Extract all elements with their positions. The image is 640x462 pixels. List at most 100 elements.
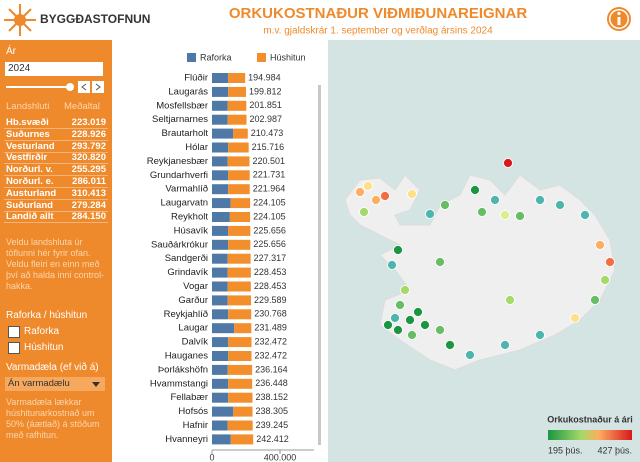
legend-min: 195 þús.: [548, 445, 583, 455]
bar-segment: [228, 351, 252, 361]
checkbox[interactable]: [8, 326, 20, 338]
bar-segment: [212, 73, 229, 83]
location-dot[interactable]: [387, 260, 397, 270]
location-dot[interactable]: [590, 295, 600, 305]
location-dot[interactable]: [505, 295, 515, 305]
location-dot[interactable]: [555, 200, 565, 210]
location-dot[interactable]: [600, 275, 610, 285]
location-dot[interactable]: [405, 315, 415, 325]
region: Suðurland: [6, 199, 53, 211]
location-dot[interactable]: [359, 207, 369, 217]
location-dot[interactable]: [490, 195, 500, 205]
location-dot[interactable]: [535, 195, 545, 205]
location-dot[interactable]: [363, 181, 373, 191]
bar-segment: [212, 337, 229, 348]
total-label: 210.473: [251, 128, 284, 138]
heatpump-dropdown[interactable]: Án varmadælu: [5, 377, 105, 391]
bar-segment: [212, 267, 228, 278]
table-row[interactable]: Vestfirðir 320.820: [4, 152, 108, 165]
checkbox[interactable]: [8, 342, 20, 354]
average: 310.413: [71, 187, 106, 199]
location-dot[interactable]: [390, 313, 400, 323]
total-label: 224.105: [253, 197, 286, 207]
scrollbar[interactable]: [318, 85, 321, 445]
region: Hb.svæði: [6, 117, 49, 128]
location-dot[interactable]: [570, 313, 580, 323]
average: 320.820: [71, 152, 106, 164]
category-label: Varmahlíð: [165, 184, 208, 195]
legend-max: 427 þús.: [597, 445, 632, 455]
bar-segment: [212, 198, 231, 209]
location-dot[interactable]: [420, 320, 430, 330]
bar-segment: [212, 351, 229, 361]
bar-segment: [234, 323, 252, 334]
location-dot[interactable]: [393, 325, 403, 335]
location-dot[interactable]: [440, 200, 450, 210]
location-dot[interactable]: [407, 330, 417, 340]
location-dot[interactable]: [393, 245, 403, 255]
location-dot[interactable]: [605, 257, 615, 267]
bar-segment: [228, 170, 250, 181]
table-row[interactable]: Landið allt 284.150: [4, 211, 108, 224]
category-label: Hofsós: [178, 406, 208, 417]
total-label: 225.656: [253, 239, 286, 249]
location-dot[interactable]: [470, 185, 480, 195]
location-dot[interactable]: [595, 240, 605, 250]
table-row[interactable]: Hb.svæði 223.019: [4, 117, 108, 129]
location-dot[interactable]: [435, 325, 445, 335]
year-slider[interactable]: [0, 80, 112, 94]
average: 286.011: [72, 176, 106, 187]
bar-segment: [228, 309, 252, 320]
average: 293.792: [71, 140, 106, 152]
location-dot[interactable]: [535, 330, 545, 340]
bar-segment: [228, 184, 250, 195]
table-row[interactable]: Norðurl. v. 255.295: [4, 164, 108, 177]
info-button[interactable]: [607, 7, 631, 31]
bar-segment: [228, 378, 253, 389]
table-row[interactable]: Suðurland 279.284: [4, 200, 108, 212]
bar-segment: [227, 281, 251, 292]
location-dot[interactable]: [371, 195, 381, 205]
location-dot[interactable]: [383, 320, 393, 330]
bar-segment: [228, 225, 251, 236]
total-label: 199.812: [249, 86, 282, 96]
category-label: Grindavík: [167, 267, 208, 278]
table-row[interactable]: Austurland 310.413: [4, 188, 108, 200]
table-row[interactable]: Norðurl. e. 286.011: [4, 176, 108, 188]
location-dot[interactable]: [435, 257, 445, 267]
bar-segment: [212, 114, 228, 125]
heatpump-label: Varmadæla (ef við á): [6, 362, 99, 373]
legend-title: Orkukostnaður á ári: [547, 414, 633, 424]
bar-segment: [230, 198, 251, 209]
location-dot[interactable]: [503, 158, 513, 168]
location-dot[interactable]: [477, 207, 487, 217]
location-dot[interactable]: [445, 340, 455, 350]
location-dot[interactable]: [425, 209, 435, 219]
location-dot[interactable]: [500, 210, 510, 220]
category-label: Fellabær: [171, 392, 209, 403]
category-label: Laugarvatn: [160, 198, 208, 209]
location-dot[interactable]: [395, 300, 405, 310]
total-label: 227.317: [254, 253, 287, 263]
category-label: Reykholt: [171, 212, 208, 223]
year-input[interactable]: 2024: [5, 62, 103, 76]
legend-swatch: [187, 53, 196, 62]
location-dot[interactable]: [413, 307, 423, 317]
bar-segment: [228, 337, 252, 348]
location-dot[interactable]: [465, 350, 475, 360]
location-dot[interactable]: [500, 340, 510, 350]
table-row[interactable]: Suðurnes 228.926: [4, 129, 108, 141]
total-label: 232.472: [255, 336, 288, 346]
location-dot[interactable]: [407, 189, 417, 199]
location-dot[interactable]: [380, 191, 390, 201]
column-header: Meðaltal: [64, 101, 100, 112]
location-dot[interactable]: [355, 187, 365, 197]
column-header: Landshluti: [6, 101, 50, 112]
bar-segment: [212, 239, 229, 250]
bar-segment: [227, 114, 247, 125]
table-row[interactable]: Vesturland 293.792: [4, 141, 108, 153]
location-dot[interactable]: [400, 285, 410, 295]
location-dot[interactable]: [515, 211, 525, 221]
total-label: 221.964: [253, 184, 286, 194]
location-dot[interactable]: [580, 210, 590, 220]
